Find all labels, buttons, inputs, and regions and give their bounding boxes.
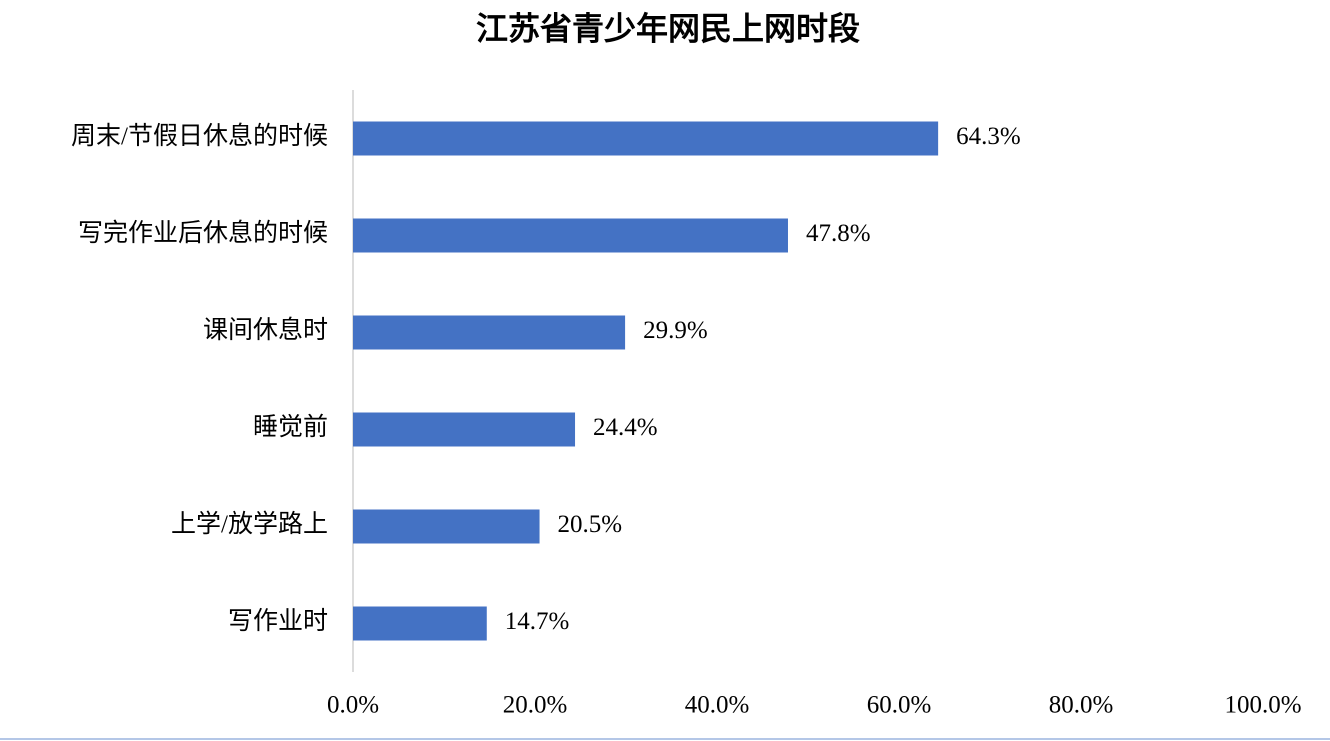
data-label: 29.9% — [643, 317, 708, 344]
x-tick-label: 0.0% — [327, 692, 379, 719]
bar — [353, 412, 576, 447]
bar — [353, 509, 540, 544]
x-tick-label: 20.0% — [503, 692, 568, 719]
data-label: 24.4% — [593, 414, 658, 441]
data-label: 47.8% — [806, 220, 871, 247]
data-label: 64.3% — [956, 123, 1021, 150]
y-tick-label: 写作业时 — [228, 607, 328, 635]
x-tick-label: 60.0% — [867, 692, 932, 719]
y-tick-label: 课间休息时 — [203, 316, 328, 344]
x-tick-label: 40.0% — [685, 692, 750, 719]
y-tick-label: 上学/放学路上 — [171, 510, 328, 538]
bar — [353, 315, 626, 350]
bar — [353, 121, 939, 156]
bar — [353, 606, 487, 641]
bar — [353, 218, 788, 253]
data-label: 14.7% — [505, 608, 570, 635]
y-tick-label: 写完作业后休息的时候 — [78, 219, 328, 247]
y-tick-label: 睡觉前 — [253, 413, 328, 441]
x-tick-label: 80.0% — [1049, 692, 1114, 719]
chart-title: 江苏省青少年网民上网时段 — [476, 10, 860, 46]
data-label: 20.5% — [558, 511, 623, 538]
x-tick-label: 100.0% — [1224, 692, 1301, 719]
y-tick-label: 周末/节假日休息的时候 — [71, 122, 328, 150]
